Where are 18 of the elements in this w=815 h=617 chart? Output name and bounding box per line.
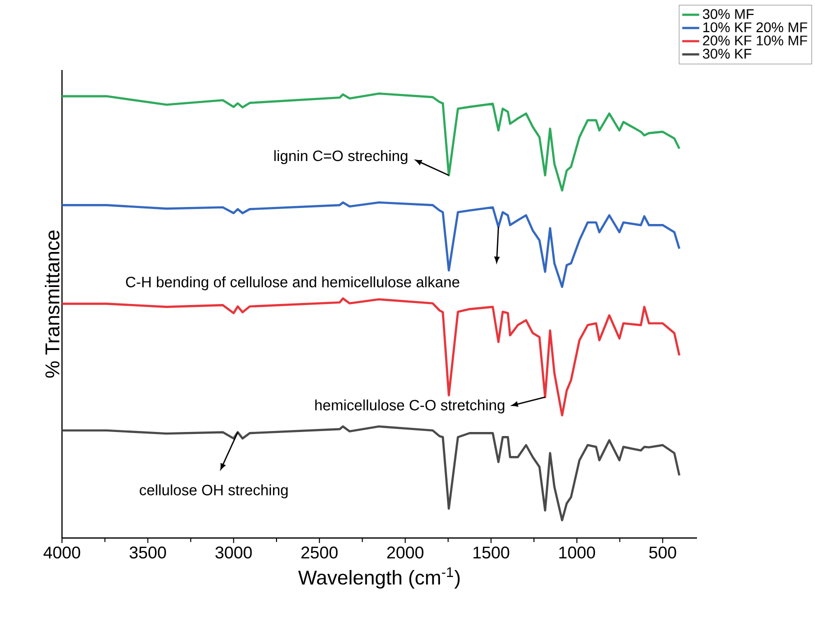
x-tick-label: 4000 xyxy=(44,546,80,559)
legend-label: 10% KF 20% MF xyxy=(703,22,808,32)
annotation: C-H bending of cellulose and hemicellulose alkane xyxy=(126,276,460,290)
x-axis-title: Wavelength (cm$^{-1}$) xyxy=(298,567,460,589)
annotation: hemicellulose C-O stretching xyxy=(315,399,504,414)
x-tick-label: 500 xyxy=(649,546,676,559)
legend-label: 30% MF xyxy=(702,9,754,20)
x-tick-label: 1000 xyxy=(559,546,596,559)
x-tick-label: 2000 xyxy=(387,546,424,559)
legend-label: 30% KF xyxy=(702,48,752,59)
x-tick-label: 1500 xyxy=(474,546,510,559)
x-tick-label: 3000 xyxy=(215,546,252,559)
annotation: lignin C=O streching xyxy=(274,150,408,164)
x-tick-label: 3500 xyxy=(130,546,166,559)
x-tick-label: 2500 xyxy=(301,546,338,559)
y-axis-title: % Transmittance xyxy=(44,230,60,378)
legend-label: 20% KF 10% MF xyxy=(703,36,808,46)
annotation: cellulose OH streching xyxy=(140,484,288,498)
